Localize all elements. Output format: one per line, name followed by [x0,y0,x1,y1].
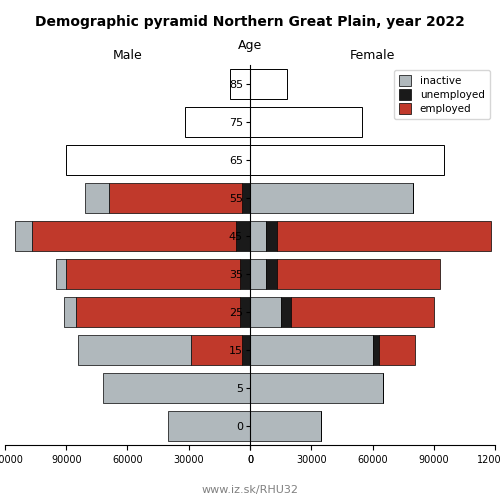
Bar [250,259,266,289]
Bar [230,69,250,99]
Bar [291,297,434,327]
Bar [250,411,322,441]
Bar [266,259,276,289]
Bar [250,221,266,251]
Bar [250,145,444,175]
Bar [184,107,250,137]
Bar [242,183,250,213]
Bar [191,335,242,365]
Bar [240,259,250,289]
Bar [240,297,250,327]
Text: Demographic pyramid Northern Great Plain, year 2022: Demographic pyramid Northern Great Plain… [35,15,465,29]
Bar [32,221,236,251]
Bar [109,183,242,213]
Bar [250,297,280,327]
Bar [250,335,372,365]
Bar [276,221,491,251]
Bar [280,297,291,327]
Bar [266,221,276,251]
Legend: inactive, unemployed, employed: inactive, unemployed, employed [394,70,490,119]
Bar [66,145,250,175]
Bar [250,107,362,137]
Title: Male: Male [112,50,142,62]
Bar [66,259,240,289]
Text: www.iz.sk/RHU32: www.iz.sk/RHU32 [202,485,298,495]
Bar [56,259,66,289]
Bar [76,297,240,327]
Bar [78,335,191,365]
Bar [168,411,250,441]
Bar [236,221,250,251]
Bar [84,183,109,213]
Bar [250,69,287,99]
Bar [15,221,32,251]
Bar [242,335,250,365]
Bar [378,335,416,365]
Bar [250,183,414,213]
Bar [250,373,382,403]
Bar [64,297,76,327]
Text: Age: Age [238,40,262,52]
Bar [372,335,378,365]
Bar [276,259,440,289]
Bar [103,373,250,403]
Title: Female: Female [350,50,395,62]
